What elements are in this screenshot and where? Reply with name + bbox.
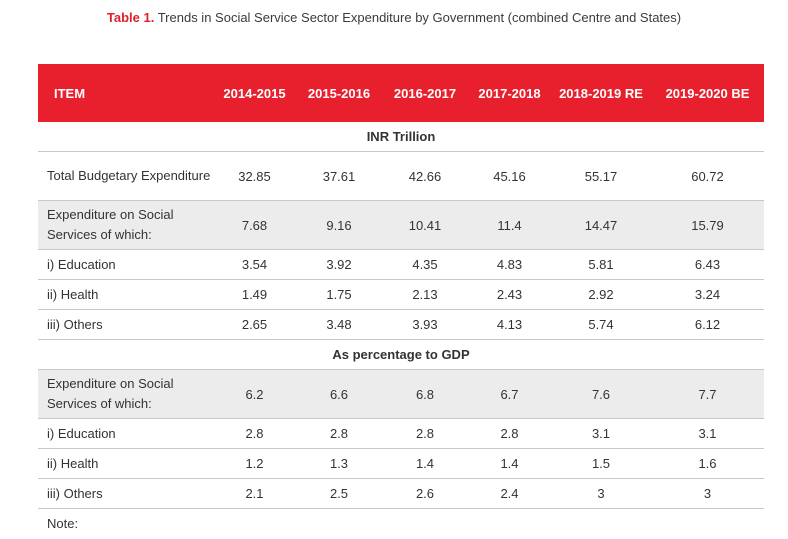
table-cell: 6.6: [296, 370, 382, 419]
table-cell: 6.8: [382, 370, 468, 419]
table-cell: 55.17: [551, 152, 651, 201]
table-cell: 4.83: [468, 250, 551, 280]
table-cell: 2.5: [296, 479, 382, 509]
table-row: i) Education 2.8 2.8 2.8 2.8 3.1 3.1: [38, 419, 764, 449]
table-cell: 1.49: [213, 280, 296, 310]
table-cell: 2.13: [382, 280, 468, 310]
table-cell: 1.4: [468, 449, 551, 479]
table-cell: 3.92: [296, 250, 382, 280]
section-title-percent-gdp: As percentage to GDP: [38, 340, 764, 370]
row-label: iii) Others: [38, 310, 213, 340]
table-cell: 6.2: [213, 370, 296, 419]
table-cell: 7.68: [213, 201, 296, 250]
header-cell-2015-2016: 2015-2016: [296, 64, 382, 122]
table-cell: 1.5: [551, 449, 651, 479]
table-row: ii) Health 1.49 1.75 2.13 2.43 2.92 3.24: [38, 280, 764, 310]
table-cell: 5.81: [551, 250, 651, 280]
table-cell: 6.43: [651, 250, 764, 280]
table-cell: 3.93: [382, 310, 468, 340]
row-label: Expenditure on Social Services of which:: [38, 370, 213, 419]
row-label: ii) Health: [38, 280, 213, 310]
table-caption: Table 1. Trends in Social Service Sector…: [0, 10, 788, 25]
table-cell: 10.41: [382, 201, 468, 250]
table-cell: 7.6: [551, 370, 651, 419]
expenditure-table: ITEM 2014-2015 2015-2016 2016-2017 2017-…: [38, 64, 764, 539]
table-cell: 15.79: [651, 201, 764, 250]
table-cell: 2.8: [382, 419, 468, 449]
table-cell: 1.6: [651, 449, 764, 479]
section-header-row: INR Trillion: [38, 122, 764, 152]
row-label: iii) Others: [38, 479, 213, 509]
header-cell-2014-2015: 2014-2015: [213, 64, 296, 122]
table-cell: 1.75: [296, 280, 382, 310]
table-cell: 9.16: [296, 201, 382, 250]
table-cell: 1.2: [213, 449, 296, 479]
table-cell: 4.35: [382, 250, 468, 280]
table-cell: 2.8: [213, 419, 296, 449]
table-cell: 3.24: [651, 280, 764, 310]
table-row: iii) Others 2.65 3.48 3.93 4.13 5.74 6.1…: [38, 310, 764, 340]
table-cell: 3.1: [651, 419, 764, 449]
table-row: iii) Others 2.1 2.5 2.6 2.4 3 3: [38, 479, 764, 509]
header-cell-2017-2018: 2017-2018: [468, 64, 551, 122]
table-cell: 1.4: [382, 449, 468, 479]
table-cell: 2.8: [468, 419, 551, 449]
table-cell: 3: [551, 479, 651, 509]
table-row: Expenditure on Social Services of which:…: [38, 370, 764, 419]
table-title: Trends in Social Service Sector Expendit…: [154, 10, 681, 25]
table-cell: 3.48: [296, 310, 382, 340]
table-row: i) Education 3.54 3.92 4.35 4.83 5.81 6.…: [38, 250, 764, 280]
header-cell-2019-2020-be: 2019-2020 BE: [651, 64, 764, 122]
table-cell: 1.3: [296, 449, 382, 479]
table-cell: 60.72: [651, 152, 764, 201]
table-cell: 2.65: [213, 310, 296, 340]
table-cell: 4.13: [468, 310, 551, 340]
note-text: Note:: [38, 509, 764, 539]
table-cell: 3: [651, 479, 764, 509]
table-cell: 3.54: [213, 250, 296, 280]
header-cell-item: ITEM: [38, 64, 213, 122]
header-cell-2016-2017: 2016-2017: [382, 64, 468, 122]
section-title-inr-trillion: INR Trillion: [38, 122, 764, 152]
table-cell: 14.47: [551, 201, 651, 250]
section-header-row: As percentage to GDP: [38, 340, 764, 370]
table-cell: 2.1: [213, 479, 296, 509]
table-cell: 32.85: [213, 152, 296, 201]
table-cell: 2.4: [468, 479, 551, 509]
row-label: Expenditure on Social Services of which:: [38, 201, 213, 250]
table-cell: 3.1: [551, 419, 651, 449]
table-cell: 2.43: [468, 280, 551, 310]
table-cell: 2.8: [296, 419, 382, 449]
table-cell: 2.6: [382, 479, 468, 509]
table-row: Total Budgetary Expenditure 32.85 37.61 …: [38, 152, 764, 201]
table-cell: 37.61: [296, 152, 382, 201]
note-row: Note:: [38, 509, 764, 539]
table-row: ii) Health 1.2 1.3 1.4 1.4 1.5 1.6: [38, 449, 764, 479]
table-cell: 42.66: [382, 152, 468, 201]
table-cell: 6.12: [651, 310, 764, 340]
header-row: ITEM 2014-2015 2015-2016 2016-2017 2017-…: [38, 64, 764, 122]
table-cell: 7.7: [651, 370, 764, 419]
row-label: i) Education: [38, 250, 213, 280]
table-cell: 5.74: [551, 310, 651, 340]
table-cell: 45.16: [468, 152, 551, 201]
table-cell: 2.92: [551, 280, 651, 310]
row-label: Total Budgetary Expenditure: [38, 152, 213, 201]
table-number: Table 1.: [107, 10, 154, 25]
row-label: ii) Health: [38, 449, 213, 479]
table-cell: 11.4: [468, 201, 551, 250]
row-label: i) Education: [38, 419, 213, 449]
header-cell-2018-2019-re: 2018-2019 RE: [551, 64, 651, 122]
table-cell: 6.7: [468, 370, 551, 419]
table-row: Expenditure on Social Services of which:…: [38, 201, 764, 250]
